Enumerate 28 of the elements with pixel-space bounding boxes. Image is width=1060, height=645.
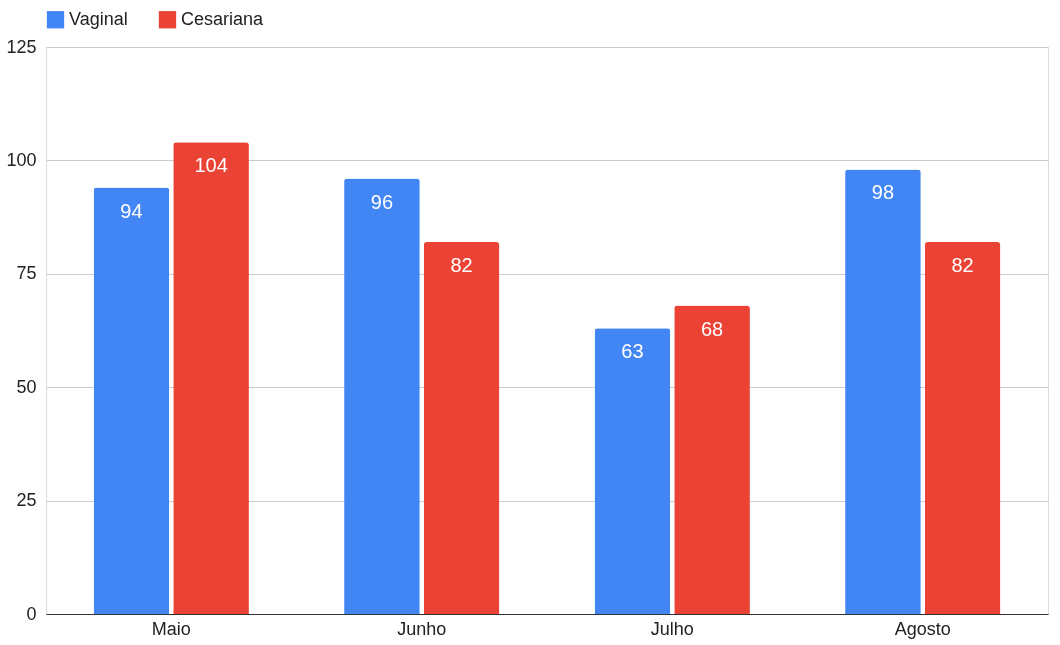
x-tick-label: Julho: [650, 618, 694, 639]
bar: [924, 242, 1001, 614]
data-label: 96: [370, 190, 394, 213]
bar: [845, 169, 921, 614]
data-label: 104: [194, 154, 228, 177]
bar: [344, 178, 420, 614]
data-label: 68: [700, 317, 724, 340]
bar: [423, 242, 500, 614]
x-tick-label: Junho: [397, 618, 447, 639]
x-tick-label: Agosto: [894, 618, 951, 639]
y-tick-label: 75: [16, 263, 37, 284]
legend-label: Cesariana: [181, 8, 265, 29]
y-tick-label: 50: [16, 376, 37, 397]
legend-label: Vaginal: [69, 8, 128, 29]
data-label: 82: [450, 254, 473, 277]
data-label: 94: [120, 199, 143, 222]
bar: [594, 328, 671, 614]
y-tick-label: 125: [6, 36, 37, 57]
data-label: 63: [621, 340, 644, 363]
bar: [674, 305, 750, 614]
y-tick-label: 100: [6, 149, 37, 170]
data-label: 82: [951, 254, 974, 277]
x-tick-label: Maio: [151, 618, 191, 639]
bar: [173, 142, 249, 614]
bar: [93, 187, 170, 614]
data-label: 98: [871, 181, 895, 204]
y-tick-label: 25: [16, 490, 37, 511]
y-tick-label: 0: [26, 603, 37, 624]
